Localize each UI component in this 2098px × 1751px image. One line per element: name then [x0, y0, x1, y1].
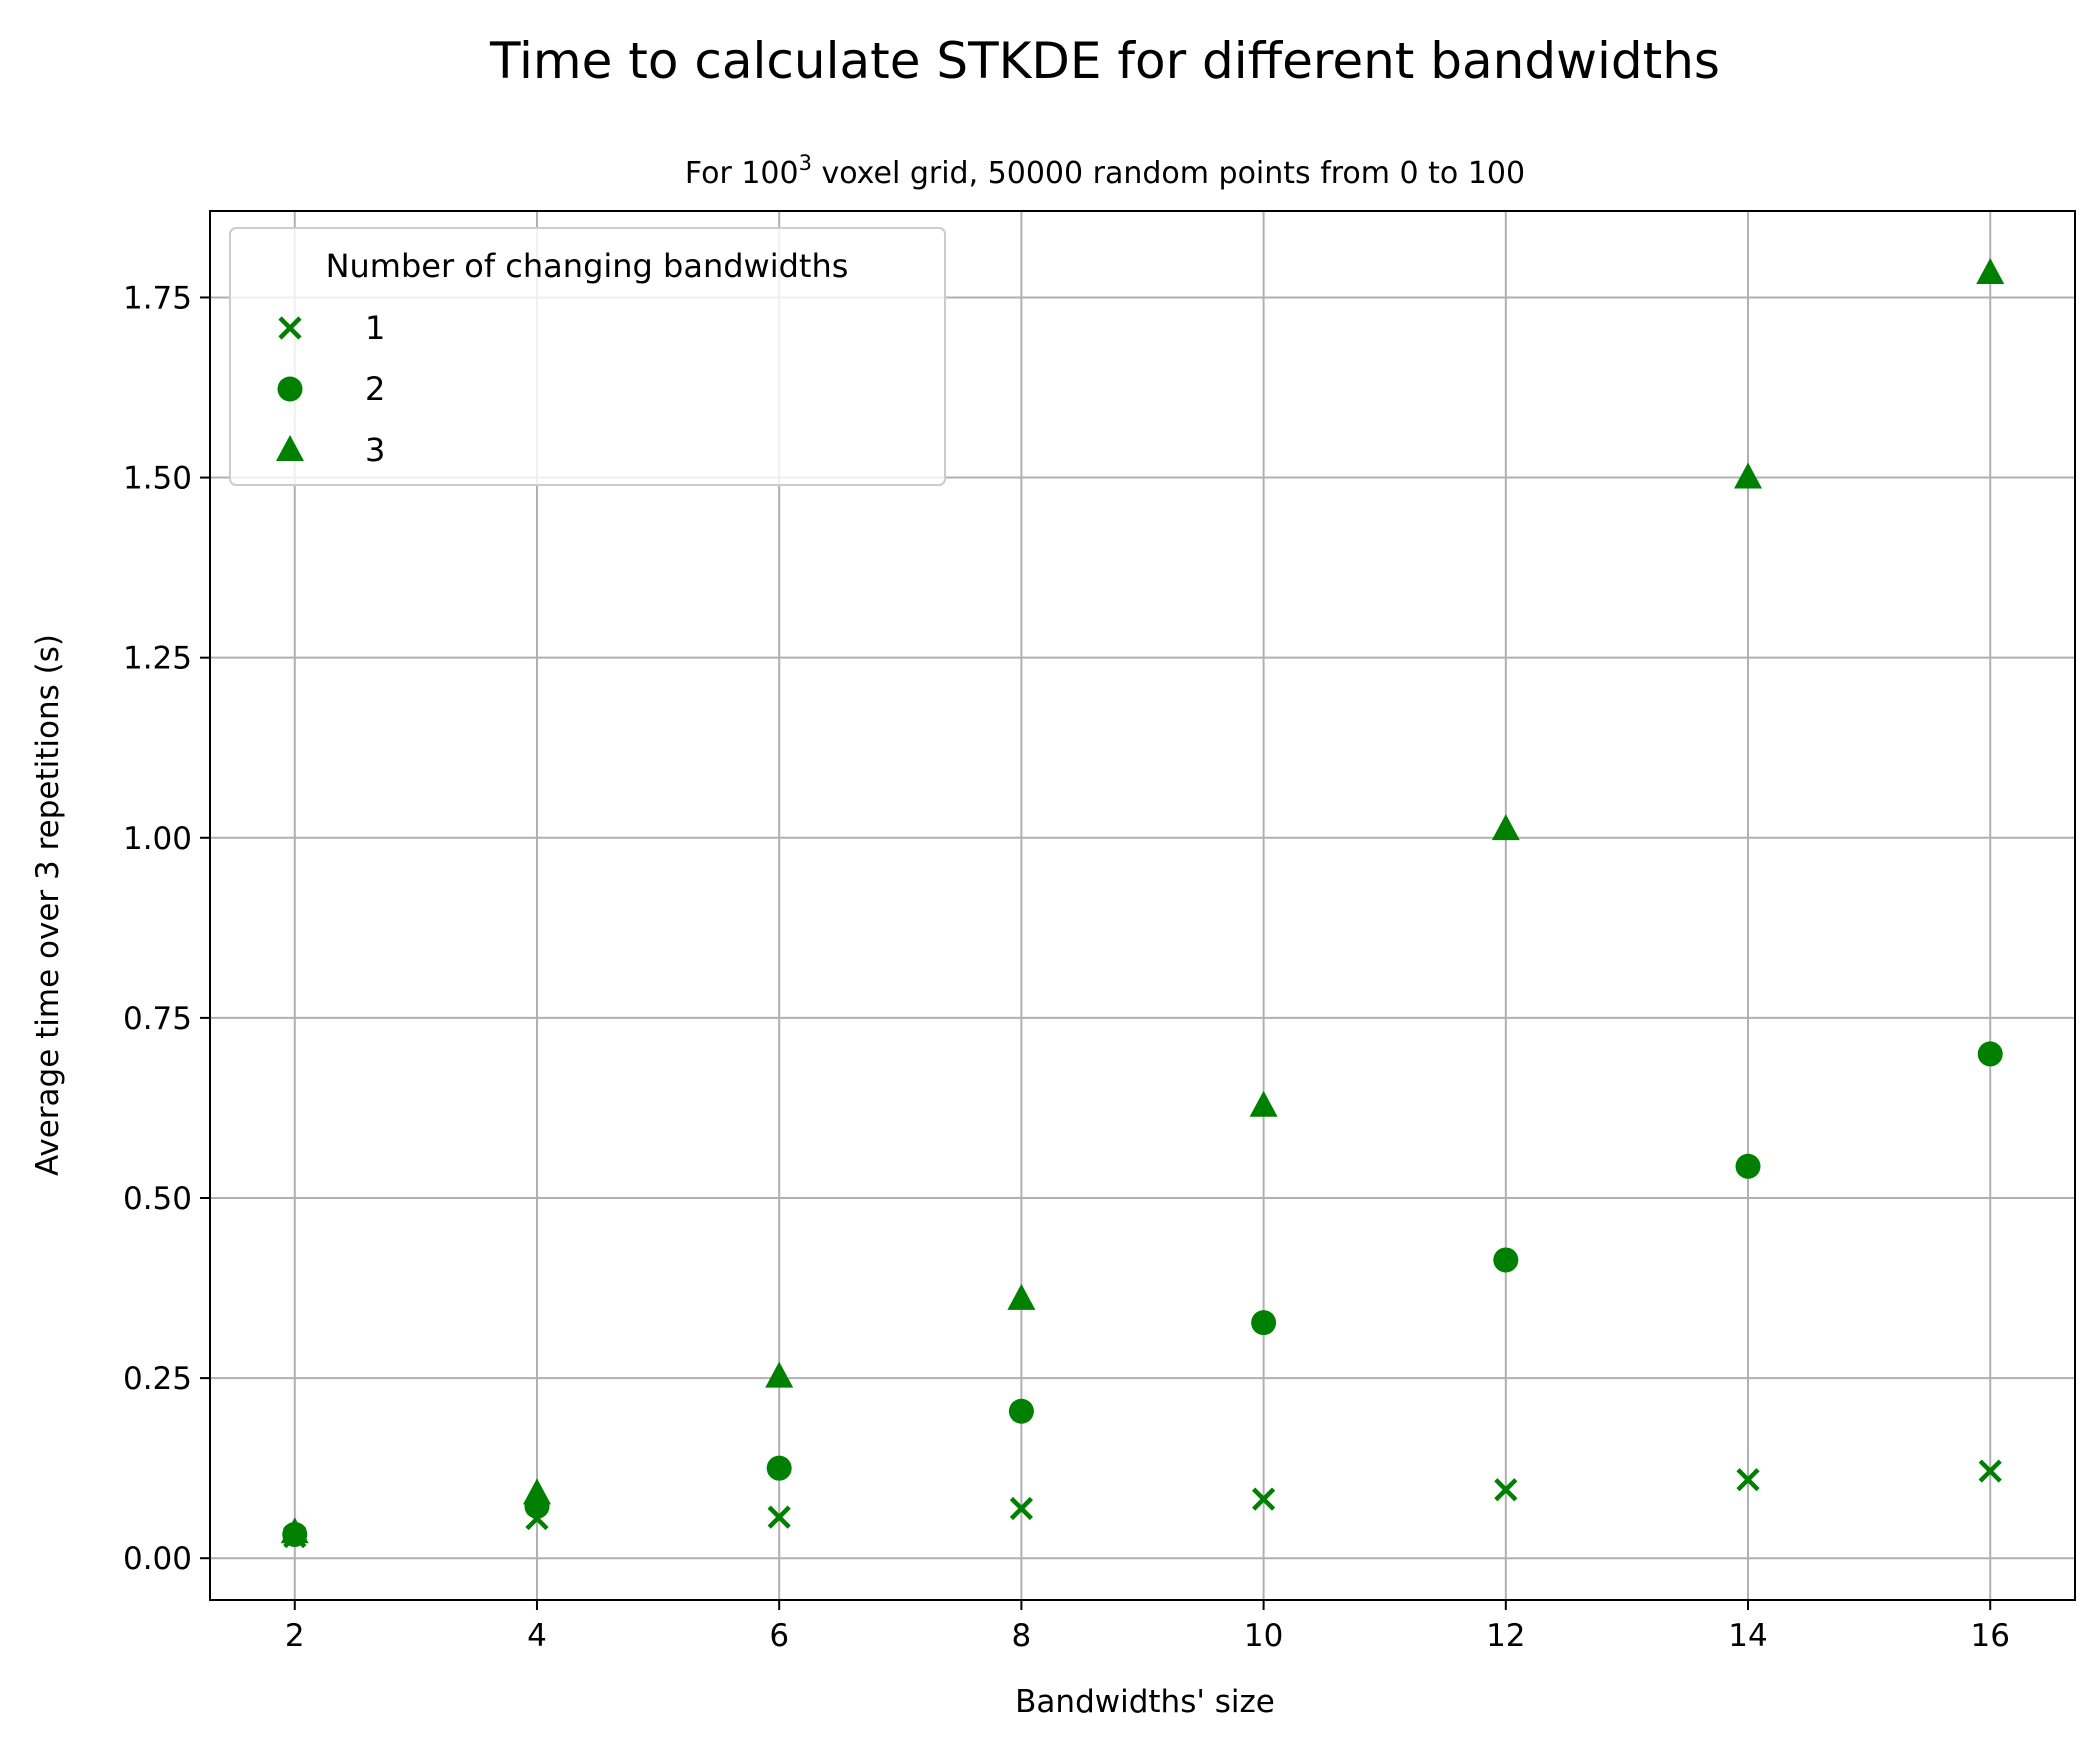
- y-tick-label: 1.25: [123, 641, 192, 677]
- subtitle-prefix: For 100: [685, 156, 799, 191]
- legend-marker-x: [278, 316, 302, 340]
- legend-marker-circle: [277, 376, 303, 402]
- x-tick-label: 4: [527, 1618, 547, 1654]
- x-tick-label: 6: [769, 1618, 789, 1654]
- data-point: [766, 1455, 792, 1481]
- legend-title: Number of changing bandwidths: [326, 247, 849, 285]
- data-point: [1736, 1468, 1760, 1492]
- data-point: [1009, 1496, 1033, 1521]
- data-point: [1734, 462, 1763, 489]
- legend-entries: 1 2 3: [276, 309, 385, 469]
- data-point: [1494, 1478, 1518, 1502]
- data-point: [1735, 1153, 1761, 1179]
- legend-label: 2: [365, 370, 385, 408]
- y-tick-label: 1.75: [123, 280, 192, 316]
- data-point: [1491, 814, 1520, 841]
- data-point: [1977, 1041, 2003, 1067]
- data-point: [1976, 257, 2005, 284]
- y-axis-label: Average time over 3 repetitions (s): [30, 634, 66, 1176]
- x-tick-label: 16: [1971, 1618, 2010, 1654]
- data-point: [767, 1505, 791, 1529]
- chart-title: Time to calculate STKDE for different ba…: [489, 32, 1720, 90]
- x-tick-label: 10: [1244, 1618, 1283, 1654]
- y-tick-label: 0.00: [123, 1541, 192, 1577]
- x-tick-label: 12: [1486, 1618, 1525, 1654]
- y-axis-ticks: 0.00 0.25 0.50 0.75 1.00 1.25 1.50 1.75: [123, 280, 210, 1577]
- data-point: [1008, 1398, 1034, 1424]
- data-point: [522, 1478, 551, 1505]
- legend: Number of changing bandwidths 1 2 3: [229, 227, 946, 486]
- x-tick-label: 14: [1728, 1618, 1767, 1654]
- legend-box: [229, 227, 946, 486]
- data-point: [1249, 1090, 1278, 1117]
- legend-label: 3: [365, 431, 385, 469]
- y-tick-label: 1.50: [123, 461, 192, 497]
- y-tick-label: 0.50: [123, 1181, 192, 1217]
- subtitle-superscript: 3: [799, 151, 812, 175]
- plot-frame: [209, 210, 2076, 1601]
- data-point: [1252, 1487, 1276, 1511]
- data-point: [1007, 1283, 1036, 1310]
- y-tick-label: 0.75: [123, 1001, 192, 1037]
- x-axis-label: Bandwidths' size: [1015, 1684, 1275, 1720]
- data-point: [1493, 1247, 1519, 1273]
- y-tick-label: 1.00: [123, 821, 192, 857]
- data-points: [280, 257, 2005, 1549]
- series-3: [280, 257, 2005, 1544]
- data-point: [1978, 1459, 2002, 1483]
- chart-subtitle: For 1003 voxel grid, 50000 random points…: [685, 151, 1525, 191]
- x-tick-label: 8: [1012, 1618, 1032, 1654]
- y-tick-label: 0.25: [123, 1361, 192, 1397]
- subtitle-suffix: voxel grid, 50000 random points from 0 t…: [812, 156, 1525, 191]
- legend-marker-triangle: [276, 435, 304, 461]
- data-point: [765, 1361, 794, 1388]
- legend-label: 1: [365, 309, 385, 347]
- x-tick-label: 2: [285, 1618, 305, 1654]
- x-axis-ticks: 2 4 6 8 10 12 14 16: [285, 1600, 2010, 1654]
- data-point: [1251, 1310, 1277, 1336]
- data-point: [280, 1517, 309, 1544]
